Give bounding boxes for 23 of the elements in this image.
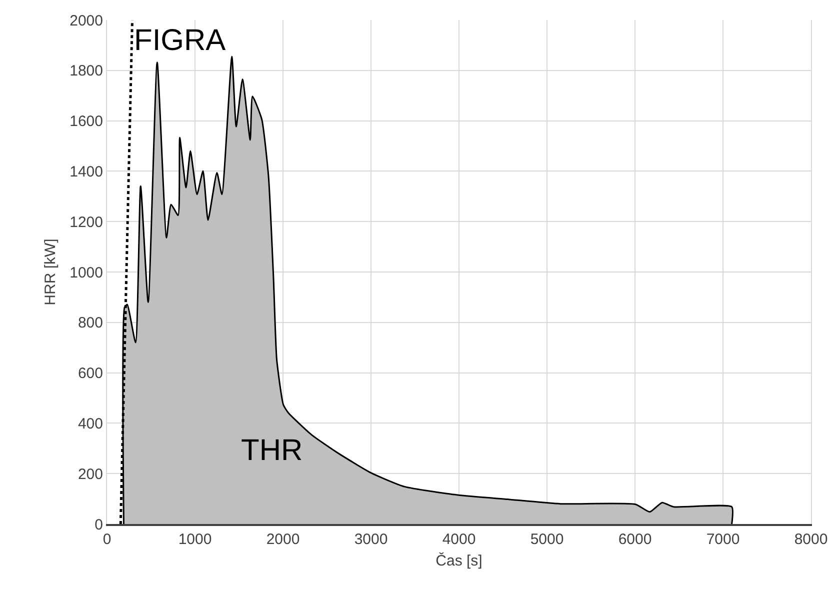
x-tick-label: 2000 xyxy=(266,530,300,548)
y-tick-label: 1000 xyxy=(70,264,103,282)
x-tick-label: 5000 xyxy=(530,530,564,548)
x-tick-label: 1000 xyxy=(178,530,212,548)
x-tick-label: 7000 xyxy=(706,530,740,548)
x-tick-label: 8000 xyxy=(794,530,828,548)
y-tick-label: 1200 xyxy=(70,214,103,231)
x-tick-label: 6000 xyxy=(618,530,652,548)
y-tick-label: 0 xyxy=(94,516,103,534)
y-tick-label: 1400 xyxy=(70,163,103,180)
y-tick-label: 1600 xyxy=(70,113,103,130)
y-tick-label: 2000 xyxy=(70,12,103,30)
x-tick-label: 3000 xyxy=(354,530,388,548)
y-tick-label: 1800 xyxy=(70,62,103,80)
annotation: THR xyxy=(241,434,303,467)
annotation: FIGRA xyxy=(134,24,226,57)
y-tick-label: 600 xyxy=(78,365,103,382)
y-tick-label: 400 xyxy=(78,415,103,432)
x-tick-label: 4000 xyxy=(442,530,476,548)
x-axis-title: Čas [s] xyxy=(436,551,482,570)
y-tick-label: 800 xyxy=(78,314,103,332)
y-axis-title: HRR [kW] xyxy=(42,238,59,306)
y-tick-label: 200 xyxy=(78,466,103,483)
